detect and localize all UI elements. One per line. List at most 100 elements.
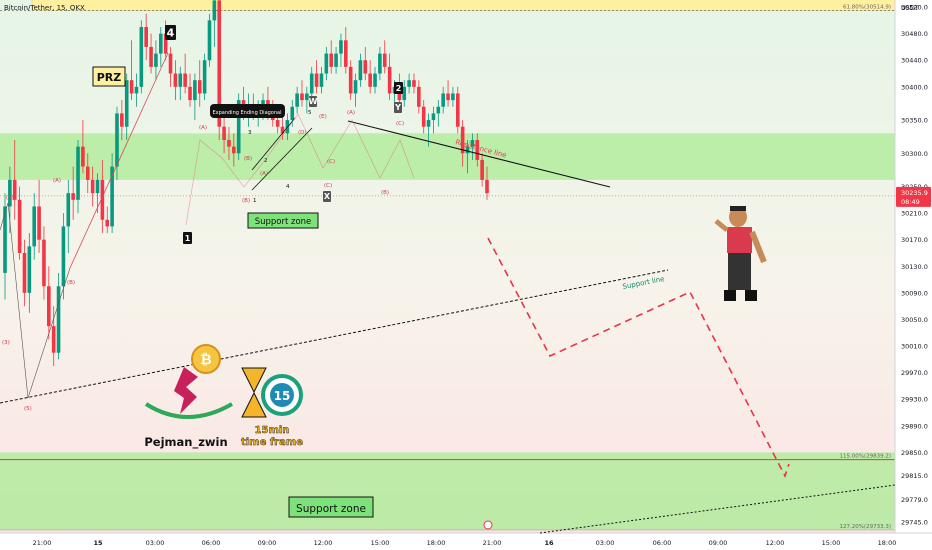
candle-body[interactable] [3,206,7,273]
candle-body[interactable] [446,93,450,101]
candle-body[interactable] [129,80,134,94]
candle-body[interactable] [475,139,480,160]
candle-body[interactable] [222,126,226,140]
candle-body[interactable] [51,326,56,353]
candle-body[interactable] [22,252,27,293]
candle-body[interactable] [105,219,110,227]
candle-body[interactable] [149,46,153,67]
candle-body[interactable] [173,73,178,87]
candle-body[interactable] [81,146,85,167]
candle-body[interactable] [348,66,353,94]
candle-body[interactable] [417,86,421,107]
x-tick-label: 12:00 [766,539,785,547]
candle-body[interactable] [455,93,460,127]
candle-body[interactable] [47,286,51,327]
candle-body[interactable] [373,73,377,87]
candle-body[interactable] [95,179,100,194]
candle-body[interactable] [387,66,392,94]
candle-body[interactable] [197,80,202,94]
candle-body[interactable] [290,106,295,121]
candle-body[interactable] [368,73,372,87]
candle-body[interactable] [115,113,119,167]
candle-body[interactable] [100,179,105,220]
candle-body[interactable] [154,53,158,67]
candle-body[interactable] [441,93,445,107]
alert-icon[interactable] [483,520,493,530]
author-name: Pejman_zwin [144,435,227,450]
candle-body[interactable] [426,120,431,127]
candle-body[interactable] [329,53,334,67]
candle-body[interactable] [85,166,90,180]
candle-body[interactable] [217,0,222,127]
candle-body[interactable] [412,80,416,87]
candle-body[interactable] [163,33,168,54]
candle-body[interactable] [37,206,41,240]
candle-body[interactable] [110,166,114,227]
candle-body[interactable] [339,40,343,54]
candle-body[interactable] [193,80,197,101]
candle-body[interactable] [27,246,32,293]
candle-body[interactable] [261,100,265,107]
candle-body[interactable] [120,113,124,127]
candle-body[interactable] [334,53,338,67]
character-cap [730,206,746,211]
candle-body[interactable] [421,106,426,127]
candle-body[interactable] [378,53,382,74]
candle-body[interactable] [17,199,22,253]
candle-body[interactable] [42,239,46,287]
candle-body[interactable] [232,146,236,154]
candle-body[interactable] [134,86,139,94]
candle-body[interactable] [324,53,329,74]
candle-body[interactable] [460,126,465,154]
candle-body[interactable] [56,286,61,353]
candle-body[interactable] [32,206,37,247]
candle-body[interactable] [90,179,95,194]
wave-minor-label: (D) [298,130,307,136]
candle-body[interactable] [178,73,183,87]
candle-body[interactable] [485,179,489,194]
wave-minor-label: (A) [199,125,207,131]
candle-body[interactable] [344,40,348,67]
candle-body[interactable] [353,80,358,94]
candle-body[interactable] [470,139,475,147]
candle-body[interactable] [431,113,436,121]
candle-body[interactable] [207,20,212,61]
candle-body[interactable] [305,93,309,101]
candle-body[interactable] [8,179,12,207]
candle-body[interactable] [480,159,484,180]
candle-body[interactable] [436,106,441,114]
candle-body[interactable] [76,146,80,200]
diagonal-label-box [210,104,285,118]
candle-body[interactable] [300,93,304,101]
candle-body[interactable] [465,146,470,154]
candle-body[interactable] [12,179,17,200]
candle-body[interactable] [236,100,241,154]
candle-body[interactable] [407,80,411,87]
candle-body[interactable] [402,86,407,101]
candle-body[interactable] [168,53,173,74]
candle-body[interactable] [227,139,231,147]
candle-body[interactable] [188,86,192,101]
candle-body[interactable] [144,26,148,47]
candle-body[interactable] [202,60,207,94]
candle-body[interactable] [309,73,314,94]
candle-body[interactable] [295,93,299,107]
candle-body[interactable] [139,26,144,87]
character-shoe-right [745,290,757,301]
candle-body[interactable] [275,120,280,127]
candle-body[interactable] [61,226,66,287]
candle-body[interactable] [71,193,75,200]
candle-body[interactable] [314,73,319,87]
candle-body[interactable] [382,53,387,67]
candle-body[interactable] [158,33,163,54]
candle-body[interactable] [319,73,324,87]
candle-body[interactable] [183,73,187,87]
candle-body[interactable] [363,60,368,74]
candle-body[interactable] [124,80,129,127]
candle-body[interactable] [451,93,455,101]
candle-body[interactable] [280,126,285,134]
candle-body[interactable] [358,60,363,81]
candle-body[interactable] [212,0,217,21]
candle-body[interactable] [66,193,71,227]
